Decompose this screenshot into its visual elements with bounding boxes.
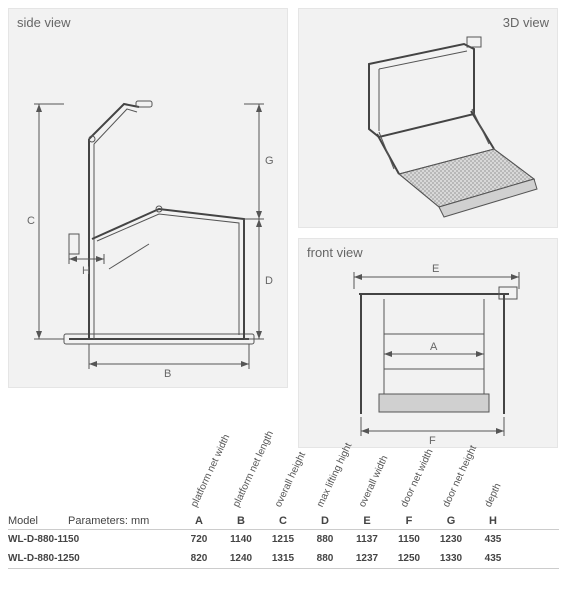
- col-header: overall heightC: [262, 515, 304, 527]
- dim-h: H: [82, 265, 90, 277]
- dim-d: D: [265, 275, 273, 287]
- model-header: Model: [8, 515, 68, 527]
- dim-c: C: [27, 215, 35, 227]
- dim-e: E: [432, 263, 439, 275]
- col-header: platform net lengthB: [220, 515, 262, 527]
- table-row: WL-D-880-1250 820 1240 1315 880 1237 125…: [8, 549, 559, 569]
- dim-g: G: [265, 155, 274, 167]
- side-view-title: side view: [17, 15, 70, 30]
- 3d-view-title: 3D view: [503, 15, 549, 30]
- front-view-panel: front view: [298, 238, 558, 448]
- 3d-view-drawing: [299, 9, 559, 229]
- model-cell: WL-D-880-1150: [8, 534, 178, 545]
- dim-f: F: [429, 435, 436, 447]
- model-cell: WL-D-880-1250: [8, 553, 178, 564]
- col-header: platform net widthA: [178, 515, 220, 527]
- dim-a: A: [430, 341, 438, 353]
- col-header: door net widthF: [388, 515, 430, 527]
- col-header: depthH: [472, 515, 514, 527]
- right-col: 3D view: [298, 8, 558, 448]
- front-view-title: front view: [307, 245, 363, 260]
- spec-table: Model Parameters: mm platform net widthA…: [8, 460, 559, 569]
- dim-b: B: [164, 368, 171, 380]
- col-header: door net heightG: [430, 515, 472, 527]
- 3d-view-panel: 3D view: [298, 8, 558, 228]
- table-header-row: Model Parameters: mm platform net widthA…: [8, 460, 559, 530]
- table-row: WL-D-880-1150 720 1140 1215 880 1137 115…: [8, 530, 559, 549]
- page: side view: [0, 0, 567, 577]
- side-view-col: side view: [8, 8, 288, 448]
- parameters-header: Parameters: mm: [68, 515, 178, 527]
- col-header: max lifting hightD: [304, 515, 346, 527]
- col-header: overall widthE: [346, 515, 388, 527]
- side-view-drawing: C H G: [9, 9, 289, 389]
- front-view-drawing: E A F: [299, 239, 559, 449]
- side-view-panel: side view: [8, 8, 288, 388]
- views-row: side view: [8, 8, 559, 448]
